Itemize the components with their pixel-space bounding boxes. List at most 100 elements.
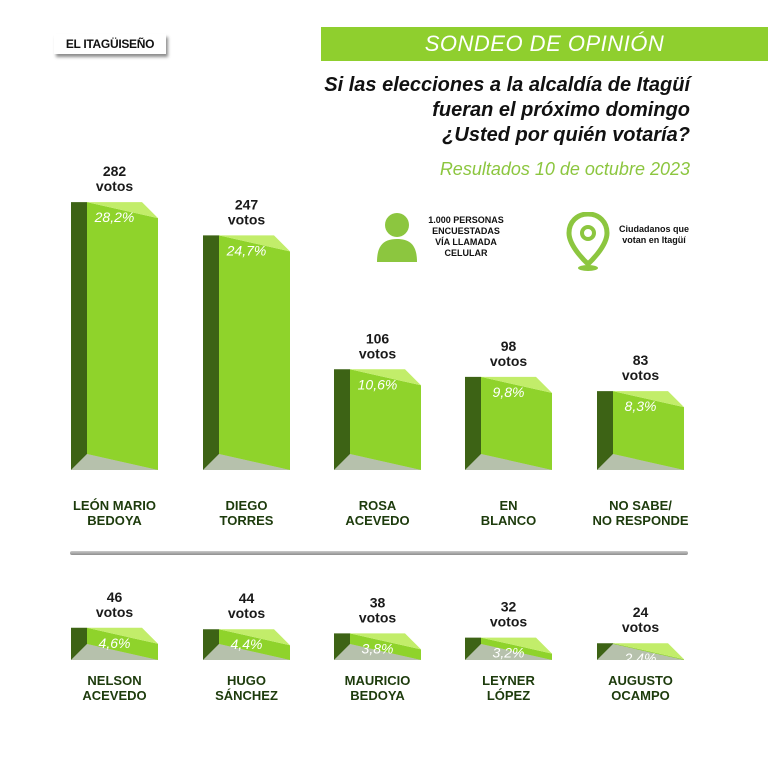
category-label: LEÓN MARIO (73, 498, 156, 513)
category-label: TORRES (220, 513, 274, 528)
vote-count-label: 106 (366, 330, 390, 346)
people-info-line: VÍA LLAMADA (435, 237, 497, 247)
location-info-line: votan en Itagüí (622, 235, 686, 245)
logo: EL ITAGÜISEÑO (54, 34, 166, 54)
location-pin-icon (566, 212, 610, 271)
bar-side (597, 391, 613, 470)
bar-side (334, 633, 350, 660)
location-info: Ciudadanos que votan en Itagüí (608, 224, 700, 246)
bar-front (219, 629, 290, 660)
category-label: HUGO (227, 673, 266, 688)
vote-count-label: 32 (501, 599, 517, 615)
vote-count-label: 46 (107, 589, 123, 605)
category-label: DIEGO (226, 498, 268, 513)
vote-count-label: 24 (633, 604, 649, 620)
bar-side (203, 629, 219, 660)
person-icon (377, 213, 417, 262)
vote-count-label: 282 (103, 163, 127, 179)
bar-front (613, 643, 684, 660)
percent-label: 10,6% (358, 376, 398, 392)
vote-unit-label: votos (490, 614, 528, 630)
results-date: Resultados 10 de octubre 2023 (439, 159, 690, 179)
vote-unit-label: votos (228, 605, 266, 621)
bar-front (87, 202, 158, 470)
bar-top (334, 369, 421, 386)
bar-top (465, 376, 552, 393)
vote-unit-label: votos (228, 211, 266, 227)
category-label: ACEVEDO (82, 688, 146, 703)
bar-front (481, 637, 552, 660)
bar-front (350, 633, 421, 660)
category-label: AUGUSTO (608, 673, 673, 688)
bar-side (71, 202, 87, 470)
percent-label: 4,4% (231, 636, 263, 652)
bar-top (465, 637, 552, 654)
percent-label: 4,6% (99, 635, 131, 651)
banner-title: SONDEO DE OPINIÓN (321, 27, 768, 61)
bar-top (597, 391, 684, 408)
divider (70, 551, 688, 555)
bar-base (597, 454, 684, 470)
vote-unit-label: votos (622, 367, 660, 383)
vote-count-label: 83 (633, 352, 649, 368)
bar-base (71, 454, 158, 470)
percent-label: 8,3% (625, 398, 657, 414)
category-label: NO RESPONDE (592, 513, 688, 528)
people-info-line: ENCUESTADAS (432, 226, 500, 236)
question-line: Si las elecciones a la alcaldía de Itagü… (324, 74, 690, 96)
category-label: NELSON (87, 673, 141, 688)
vote-unit-label: votos (490, 353, 528, 369)
category-label: LEYNER (482, 673, 535, 688)
bar-front (613, 391, 684, 470)
vote-unit-label: votos (359, 609, 397, 625)
percent-label: 3,2% (493, 645, 525, 661)
bar-top (203, 235, 290, 252)
percent-label: 2,4% (624, 650, 657, 666)
bar-top (597, 643, 684, 660)
bar-top (71, 627, 158, 644)
category-label: LÓPEZ (487, 688, 530, 703)
bar-front (350, 369, 421, 470)
bar-top (71, 202, 158, 219)
bar-base (334, 454, 421, 470)
vote-unit-label: votos (96, 604, 134, 620)
bar-side (334, 369, 350, 470)
vote-count-label: 38 (370, 594, 386, 610)
percent-label: 28,2% (94, 209, 135, 225)
category-label: BLANCO (481, 513, 537, 528)
vote-count-label: 98 (501, 338, 517, 354)
vote-count-label: 44 (239, 590, 255, 606)
bar-base (203, 454, 290, 470)
vote-unit-label: votos (622, 619, 660, 635)
percent-label: 24,7% (226, 242, 267, 258)
percent-label: 9,8% (493, 384, 525, 400)
bar-side (71, 627, 87, 660)
bar-side (597, 643, 613, 660)
category-label: OCAMPO (611, 688, 670, 703)
bar-front (87, 627, 158, 660)
percent-label: 3,8% (362, 640, 394, 656)
bar-side (465, 637, 481, 660)
category-label: ROSA (359, 498, 397, 513)
location-info-line: Ciudadanos que (618, 224, 689, 234)
category-label: BEDOYA (87, 513, 142, 528)
bar-front (219, 235, 290, 470)
category-label: BEDOYA (350, 688, 405, 703)
bar-base (597, 644, 684, 660)
bar-top (334, 633, 421, 650)
bar-base (71, 644, 158, 660)
bar-side (465, 376, 481, 470)
people-info: 1.000 PERSONAS ENCUESTADAS VÍA LLAMADA C… (418, 215, 514, 259)
category-label: ACEVEDO (345, 513, 409, 528)
bar-side (203, 235, 219, 470)
bar-front (481, 376, 552, 470)
survey-question: Si las elecciones a la alcaldía de Itagü… (170, 73, 690, 148)
vote-unit-label: votos (96, 178, 134, 194)
vote-unit-label: votos (359, 345, 397, 361)
bar-base (334, 644, 421, 660)
category-label: MAURICIO (345, 673, 411, 688)
vote-count-label: 247 (235, 196, 259, 212)
category-label: SÁNCHEZ (215, 688, 278, 703)
